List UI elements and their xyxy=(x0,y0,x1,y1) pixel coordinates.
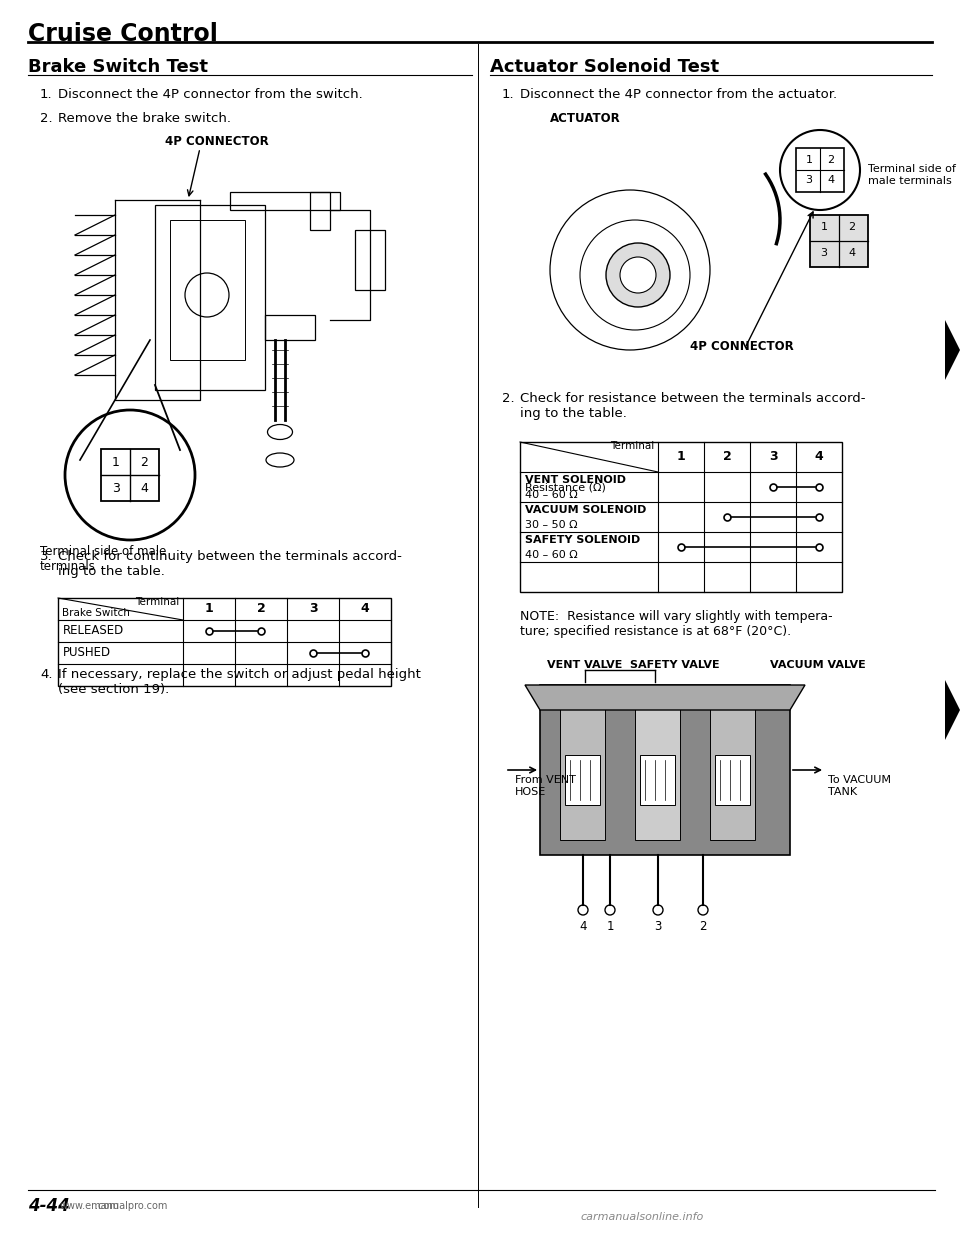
Text: 30 – 50 Ω: 30 – 50 Ω xyxy=(525,520,578,530)
Bar xyxy=(265,315,315,340)
Text: Remove the brake switch.: Remove the brake switch. xyxy=(58,112,231,125)
Bar xyxy=(101,450,159,501)
Text: 1: 1 xyxy=(607,920,613,933)
Text: 4P CONNECTOR: 4P CONNECTOR xyxy=(165,135,269,148)
Text: 2.: 2. xyxy=(502,392,515,405)
Text: 2: 2 xyxy=(140,457,148,469)
Text: 4-44: 4-44 xyxy=(28,1197,70,1215)
Text: 1: 1 xyxy=(112,457,120,469)
Text: 1.: 1. xyxy=(502,88,515,101)
Text: SAFETY VALVE: SAFETY VALVE xyxy=(630,660,720,669)
Text: 4: 4 xyxy=(361,602,370,616)
Bar xyxy=(58,597,391,686)
Text: Brake Switch Test: Brake Switch Test xyxy=(28,58,208,76)
Text: From VENT
HOSE: From VENT HOSE xyxy=(515,775,576,796)
Text: SAFETY SOLENOID: SAFETY SOLENOID xyxy=(525,535,640,545)
Text: NOTE:  Resistance will vary slightly with tempera-
ture; specified resistance is: NOTE: Resistance will vary slightly with… xyxy=(520,610,832,638)
Text: 4.: 4. xyxy=(40,668,53,681)
Text: www.emanualpro.com: www.emanualpro.com xyxy=(60,1201,168,1211)
Text: 4P CONNECTOR: 4P CONNECTOR xyxy=(690,340,794,353)
Text: Terminal side of
male terminals: Terminal side of male terminals xyxy=(868,164,956,186)
Polygon shape xyxy=(525,686,805,710)
Bar xyxy=(710,700,755,840)
Text: 2.: 2. xyxy=(40,112,53,125)
Bar xyxy=(540,686,790,854)
Text: 3: 3 xyxy=(805,175,812,185)
Text: 2: 2 xyxy=(828,155,834,165)
Polygon shape xyxy=(945,681,960,740)
Text: 1: 1 xyxy=(677,451,685,463)
Circle shape xyxy=(65,410,195,540)
Text: Actuator Solenoid Test: Actuator Solenoid Test xyxy=(490,58,719,76)
Text: VENT VALVE: VENT VALVE xyxy=(547,660,623,669)
Text: Terminal: Terminal xyxy=(134,597,179,607)
Polygon shape xyxy=(945,320,960,380)
Bar xyxy=(715,755,750,805)
Bar xyxy=(640,755,675,805)
Text: 4: 4 xyxy=(579,920,587,933)
Text: RELEASED: RELEASED xyxy=(63,625,124,637)
Circle shape xyxy=(606,243,670,307)
Circle shape xyxy=(653,905,663,915)
Circle shape xyxy=(780,130,860,210)
Bar xyxy=(635,700,680,840)
Text: 40 – 60 Ω: 40 – 60 Ω xyxy=(525,491,578,501)
Text: Cruise Control: Cruise Control xyxy=(28,22,218,46)
Text: VACUUM VALVE: VACUUM VALVE xyxy=(770,660,866,669)
Bar xyxy=(560,700,605,840)
Text: Check for resistance between the terminals accord-
ing to the table.: Check for resistance between the termina… xyxy=(520,392,866,420)
Circle shape xyxy=(698,905,708,915)
Text: 3: 3 xyxy=(112,482,120,494)
Text: carmanualsonline.info: carmanualsonline.info xyxy=(580,1212,704,1222)
Bar xyxy=(155,205,265,390)
Text: 4: 4 xyxy=(828,175,834,185)
Text: 1: 1 xyxy=(805,155,812,165)
Text: 3: 3 xyxy=(655,920,661,933)
Text: Brake Switch: Brake Switch xyxy=(62,609,130,619)
Text: 1.: 1. xyxy=(40,88,53,101)
Bar xyxy=(170,220,245,360)
Text: 2: 2 xyxy=(256,602,265,616)
Circle shape xyxy=(578,905,588,915)
Bar xyxy=(520,442,842,592)
Text: 4: 4 xyxy=(849,248,855,258)
Text: If necessary, replace the switch or adjust pedal height
(see section 19).: If necessary, replace the switch or adju… xyxy=(58,668,420,696)
Text: 2: 2 xyxy=(849,222,855,232)
Text: 40 – 60 Ω: 40 – 60 Ω xyxy=(525,550,578,560)
Text: VACUUM SOLENOID: VACUUM SOLENOID xyxy=(525,505,646,515)
Text: 2: 2 xyxy=(699,920,707,933)
Text: VENT SOLENOID: VENT SOLENOID xyxy=(525,474,626,484)
Text: Disconnect the 4P connector from the switch.: Disconnect the 4P connector from the swi… xyxy=(58,88,363,101)
Text: ACTUATOR: ACTUATOR xyxy=(550,112,621,125)
Text: 4: 4 xyxy=(140,482,148,494)
Bar xyxy=(230,193,340,210)
Circle shape xyxy=(620,257,656,293)
Text: Terminal side of male
terminals: Terminal side of male terminals xyxy=(40,545,166,573)
Text: 4: 4 xyxy=(815,451,824,463)
Bar xyxy=(565,755,600,805)
Text: 3: 3 xyxy=(769,451,778,463)
Text: 3: 3 xyxy=(309,602,318,616)
Bar xyxy=(310,193,330,230)
Text: 1: 1 xyxy=(204,602,213,616)
Bar xyxy=(796,148,844,193)
Text: 1: 1 xyxy=(821,222,828,232)
Text: 2: 2 xyxy=(723,451,732,463)
Text: To VACUUM
TANK: To VACUUM TANK xyxy=(828,775,891,796)
Text: 3: 3 xyxy=(821,248,828,258)
Text: Terminal: Terminal xyxy=(610,441,654,451)
Bar xyxy=(810,215,868,267)
Text: Disconnect the 4P connector from the actuator.: Disconnect the 4P connector from the act… xyxy=(520,88,837,101)
Text: .com: .com xyxy=(95,1201,119,1211)
Bar xyxy=(355,230,385,289)
Text: Check for continuity between the terminals accord-
ing to the table.: Check for continuity between the termina… xyxy=(58,550,402,578)
Text: Resistance (Ω): Resistance (Ω) xyxy=(525,482,606,492)
Text: 3.: 3. xyxy=(40,550,53,563)
Circle shape xyxy=(605,905,615,915)
Text: PUSHED: PUSHED xyxy=(63,647,111,660)
